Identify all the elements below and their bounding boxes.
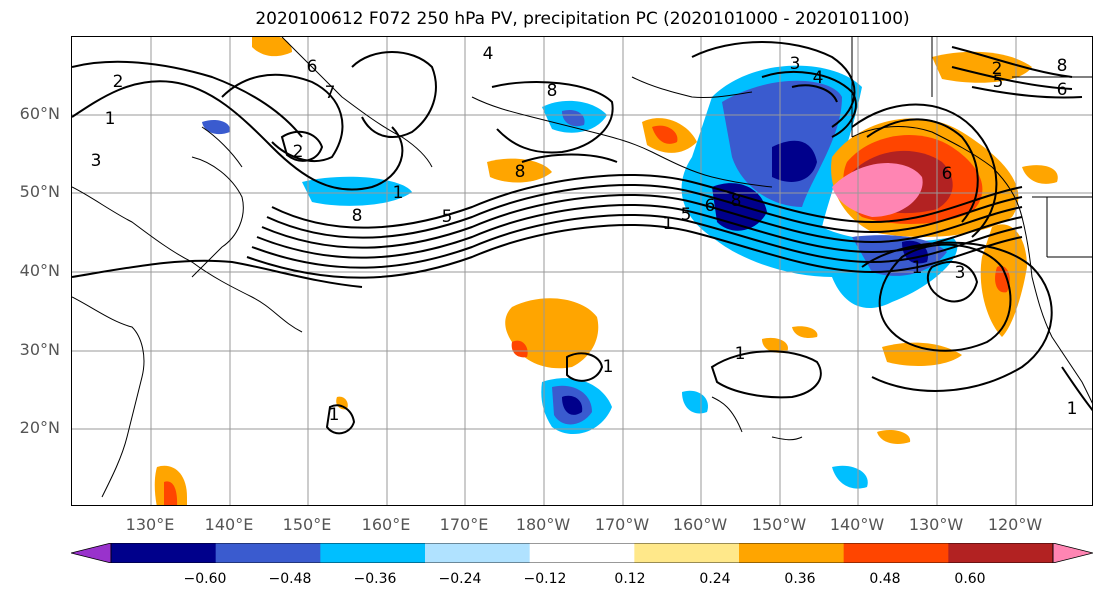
colorbar-segment xyxy=(111,543,217,563)
lon-label-120w: 120°W xyxy=(987,515,1043,534)
colorbar xyxy=(71,543,1093,563)
colorbar-tick: −0.24 xyxy=(438,571,482,587)
colorbar-tick: 0.12 xyxy=(614,571,646,587)
coastlines xyxy=(72,37,1092,498)
graticule xyxy=(72,37,1092,505)
map-canvas xyxy=(72,37,1092,505)
lon-label-170w: 170°W xyxy=(594,515,650,534)
pv-contours xyxy=(72,41,1092,435)
colorbar-segment xyxy=(843,543,949,563)
colorbar-segment xyxy=(948,543,1054,563)
colorbar-segment xyxy=(71,543,112,563)
lon-label-140w: 140°W xyxy=(829,515,885,534)
colorbar-segment xyxy=(320,543,426,563)
colorbar-segment xyxy=(425,543,531,563)
lat-label-30n: 30°N xyxy=(19,340,60,359)
colorbar-tick: −0.12 xyxy=(523,571,567,587)
colorbar-tick: −0.60 xyxy=(183,571,227,587)
precip-negative-shading xyxy=(202,65,958,489)
lon-label-180w: 180°W xyxy=(515,515,571,534)
colorbar-outline xyxy=(110,543,1054,563)
colorbar-segment xyxy=(1052,543,1093,563)
colorbar-segment xyxy=(529,543,635,563)
lat-label-40n: 40°N xyxy=(19,261,60,280)
colorbar-segment xyxy=(739,543,845,563)
colorbar-segment xyxy=(215,543,321,563)
colorbar-tick: −0.36 xyxy=(353,571,397,587)
lat-label-50n: 50°N xyxy=(19,182,60,201)
chart-title: 2020100612 F072 250 hPa PV, precipitatio… xyxy=(255,9,910,29)
colorbar-tick: −0.48 xyxy=(268,571,312,587)
colorbar-tick: 0.24 xyxy=(699,571,731,587)
colorbar-tick: 0.36 xyxy=(784,571,816,587)
lon-label-170e: 170°E xyxy=(439,515,489,534)
lon-label-130e: 130°E xyxy=(125,515,175,534)
lon-label-130w: 130°W xyxy=(908,515,964,534)
colorbar-tick: 0.48 xyxy=(869,571,901,587)
map-panel xyxy=(71,36,1093,506)
lon-label-160e: 160°E xyxy=(361,515,411,534)
lon-label-140e: 140°E xyxy=(204,515,254,534)
lat-label-60n: 60°N xyxy=(19,104,60,123)
precip-positive-shading xyxy=(154,37,1058,505)
colorbar-segment xyxy=(634,543,740,563)
lon-label-150e: 150°E xyxy=(282,515,332,534)
lon-label-150w: 150°W xyxy=(751,515,807,534)
lat-label-20n: 20°N xyxy=(19,418,60,437)
lon-label-160w: 160°W xyxy=(672,515,728,534)
colorbar-tick: 0.60 xyxy=(954,571,986,587)
